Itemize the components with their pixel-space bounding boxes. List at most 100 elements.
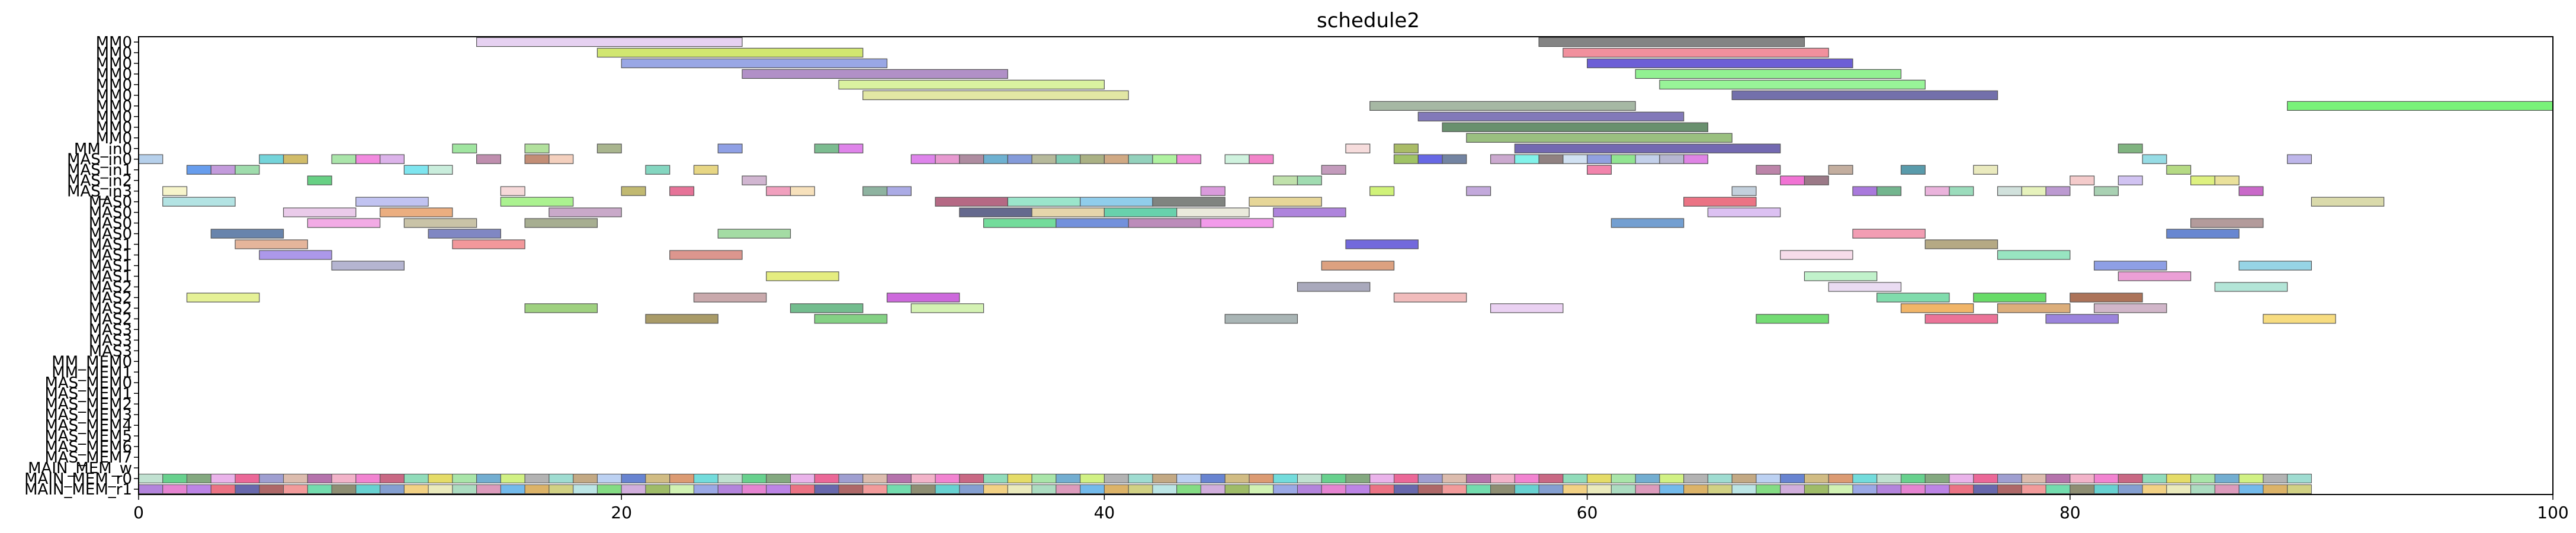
timeline-cell — [2238, 473, 2264, 484]
task-bar — [693, 293, 767, 303]
y-tick-label: MAS1 — [89, 236, 132, 254]
task-bar — [2045, 186, 2071, 196]
x-tick-label: 100 — [2537, 503, 2568, 522]
timeline-cell — [1273, 473, 1298, 484]
timeline-cell — [1200, 484, 1226, 495]
timeline-cell — [1249, 473, 1274, 484]
timeline-cell — [717, 473, 743, 484]
timeline-cell — [766, 484, 791, 495]
task-bar — [1224, 154, 1250, 164]
task-bar — [524, 154, 550, 164]
task-bar — [2093, 261, 2167, 271]
task-bar — [1056, 154, 1081, 164]
timeline-cell — [1587, 484, 1612, 495]
timeline-cell — [1804, 473, 1829, 484]
timeline-cell — [1924, 484, 1950, 495]
timeline-cell — [2094, 473, 2119, 484]
task-bar — [1297, 175, 1322, 185]
timeline-cell — [887, 484, 912, 495]
chart-title: schedule2 — [1317, 9, 1420, 33]
timeline-cell — [1949, 473, 1974, 484]
task-bar — [1852, 229, 1926, 239]
y-tick-label: MM0 — [96, 34, 132, 52]
task-bar — [1417, 111, 1685, 121]
task-bar — [235, 239, 308, 249]
task-bar — [235, 165, 260, 175]
task-bar — [524, 218, 598, 228]
timeline-cell — [162, 473, 188, 484]
task-bar — [1080, 197, 1153, 207]
timeline-cell — [1128, 484, 1153, 495]
timeline-cell — [1514, 473, 1539, 484]
task-bar — [500, 186, 525, 196]
timeline-cell — [1297, 484, 1322, 495]
task-bar — [742, 175, 767, 185]
timeline-cell — [2118, 473, 2143, 484]
timeline-cell — [1273, 484, 1298, 495]
timeline-cell — [1103, 484, 1129, 495]
task-bar — [476, 154, 502, 164]
task-bar — [2190, 218, 2264, 228]
task-bar — [1345, 239, 1419, 249]
task-bar — [1442, 122, 1709, 132]
task-bar — [1056, 218, 1129, 228]
task-bar — [1587, 58, 1853, 69]
task-bar — [1683, 197, 1757, 207]
timeline-cell — [138, 473, 163, 484]
task-bar — [2045, 314, 2119, 324]
timeline-cell — [1538, 484, 1564, 495]
timeline-cell — [862, 484, 888, 495]
task-bar — [307, 175, 332, 185]
timeline-cell — [1297, 473, 1322, 484]
timeline-cell — [1852, 484, 1878, 495]
timeline-cell — [596, 484, 622, 495]
task-bar — [2263, 314, 2336, 324]
timeline-cell — [500, 484, 525, 495]
task-bar — [1200, 186, 1226, 196]
task-bar — [935, 154, 960, 164]
task-bar — [2118, 175, 2143, 185]
task-bar — [935, 197, 1008, 207]
y-tick-label: MAS_MEM5 — [44, 428, 132, 445]
task-bar — [2142, 154, 2167, 164]
task-bar — [2190, 175, 2215, 185]
task-bar — [162, 186, 188, 196]
task-bar — [1007, 154, 1032, 164]
task-bar — [621, 186, 646, 196]
y-tick-label: MM0 — [96, 66, 132, 84]
timeline-cell — [331, 473, 357, 484]
task-bar — [1442, 154, 1467, 164]
timeline-cell — [1563, 484, 1588, 495]
task-bar — [1393, 154, 1419, 164]
timeline-cell — [548, 484, 574, 495]
task-bar — [1611, 218, 1685, 228]
timeline-cell — [1152, 484, 1178, 495]
timeline-cell — [2214, 473, 2240, 484]
timeline-cell — [742, 473, 767, 484]
task-bar — [1924, 186, 1950, 196]
task-bar — [1731, 90, 1998, 101]
y-tick-label: MAS3 — [89, 321, 132, 339]
y-tick-label: MAS2 — [89, 300, 132, 317]
task-bar — [2093, 186, 2119, 196]
task-bar — [379, 207, 453, 217]
task-bar — [1393, 293, 1467, 303]
timeline-cell — [717, 484, 743, 495]
timeline-cell — [2118, 484, 2143, 495]
timeline-cell — [1394, 473, 1419, 484]
timeline-cell — [380, 473, 405, 484]
task-bar — [1659, 79, 1926, 90]
timeline-cell — [596, 473, 622, 484]
y-tick-label: MAS_MEM3 — [44, 406, 132, 424]
timeline-cell — [2094, 484, 2119, 495]
task-bar — [1152, 197, 1226, 207]
timeline-cell — [259, 473, 284, 484]
task-bar — [1804, 271, 1878, 281]
task-bar — [983, 218, 1057, 228]
task-bar — [186, 293, 260, 303]
task-bar — [1587, 154, 1612, 164]
task-bar — [1756, 314, 1829, 324]
task-bar — [331, 154, 357, 164]
task-bar — [1514, 143, 1781, 153]
timeline-cell — [138, 484, 163, 495]
